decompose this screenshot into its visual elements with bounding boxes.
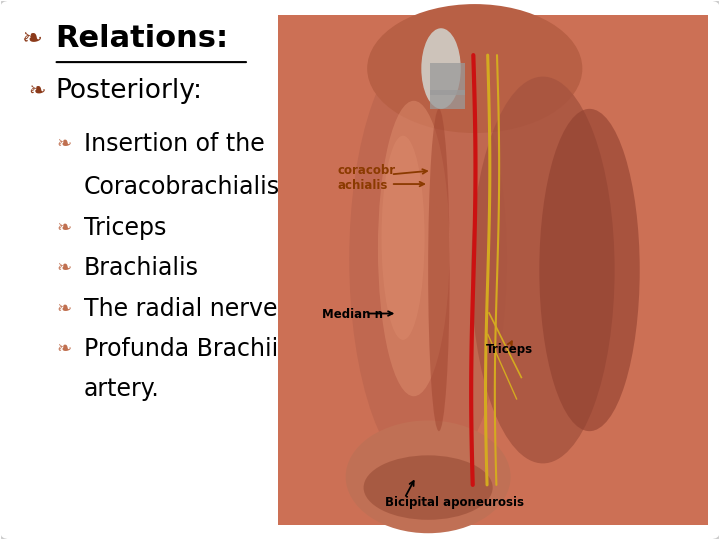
Bar	[277, 15, 708, 525]
Text: coracobr
achialis: coracobr achialis	[337, 164, 395, 192]
Text: ❧: ❧	[28, 81, 45, 101]
Text: Coracobrachialis: Coracobrachialis	[84, 175, 280, 199]
Ellipse shape	[539, 109, 639, 431]
Ellipse shape	[382, 136, 425, 340]
Ellipse shape	[346, 421, 510, 533]
Ellipse shape	[349, 39, 507, 480]
Ellipse shape	[364, 455, 492, 520]
Text: Bicipital aponeurosis: Bicipital aponeurosis	[385, 496, 524, 509]
Ellipse shape	[378, 101, 450, 396]
Text: Triceps: Triceps	[485, 343, 533, 356]
Text: ❧: ❧	[57, 219, 72, 237]
Text: ❧: ❧	[57, 259, 72, 278]
Text: ❧: ❧	[57, 340, 72, 358]
Text: Triceps: Triceps	[84, 216, 166, 240]
Ellipse shape	[428, 109, 450, 431]
Text: The radial nerve: The radial nerve	[84, 296, 277, 321]
Text: ❧: ❧	[57, 135, 72, 153]
Text: Brachialis: Brachialis	[84, 256, 199, 280]
Text: Median n: Median n	[322, 308, 383, 321]
Bar	[431, 90, 464, 109]
Text: Insertion of the: Insertion of the	[84, 132, 265, 156]
Text: Relations:: Relations:	[55, 24, 228, 53]
Text: ❧: ❧	[22, 27, 42, 51]
Ellipse shape	[471, 77, 615, 463]
Ellipse shape	[367, 4, 582, 133]
Text: Posteriorly:: Posteriorly:	[55, 78, 202, 104]
Text: artery.: artery.	[84, 377, 160, 401]
Text: ❧: ❧	[57, 300, 72, 318]
Ellipse shape	[421, 28, 461, 109]
Text: Profunda Brachii: Profunda Brachii	[84, 337, 278, 361]
Bar	[431, 63, 464, 96]
